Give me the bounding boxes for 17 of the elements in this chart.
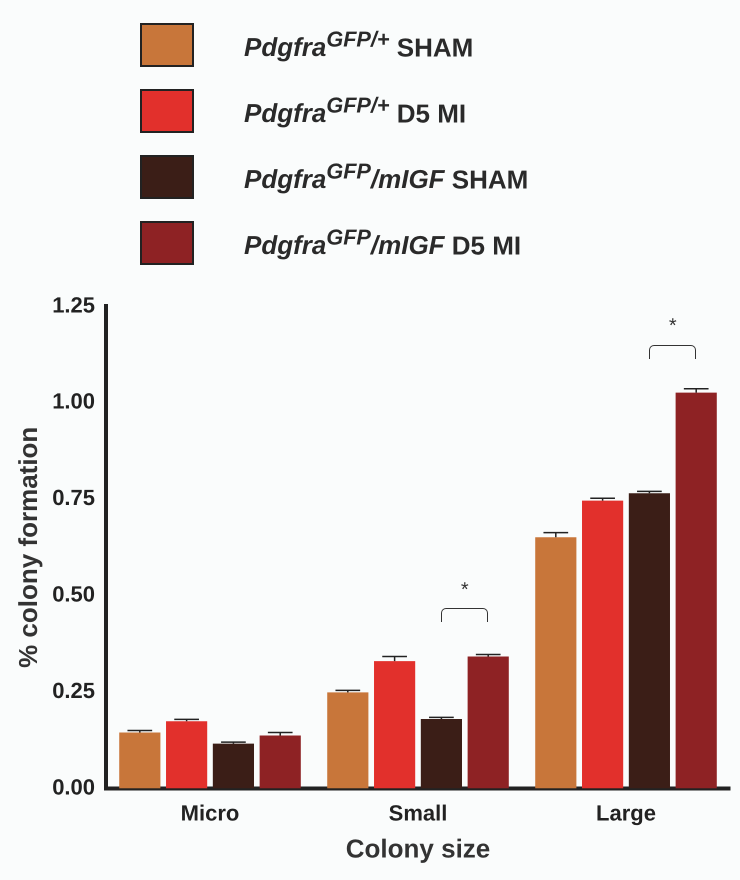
x-tick-label: Micro [180,800,240,826]
x-axis-title: Colony size [346,834,490,864]
x-tick-label: Small [388,800,448,826]
x-tick-label: Large [596,800,656,826]
y-tick-label: 0.75 [52,485,96,510]
legend-label: Pdgfra$^{GFP/+}$ D5 MI [244,92,466,130]
legend-label: Pdgfra$^{GFP/+}$ SHAM [244,26,474,64]
y-tick-label: 0.50 [52,582,96,607]
y-tick-label: 0.25 [52,678,96,704]
annotation: * [460,578,469,601]
annotation: * [668,315,677,338]
y-axis-title: % colony formation [12,426,43,668]
y-tick-label: 0.00 [52,774,96,800]
y-tick-label: 1.00 [52,388,96,414]
legend-label: Pdgfra$^{GFP}$/mIGF D5 MI [244,224,522,262]
y-tick-label: 1.25 [52,292,96,318]
legend-label: Pdgfra$^{GFP}$/mIGF SHAM [244,158,528,196]
